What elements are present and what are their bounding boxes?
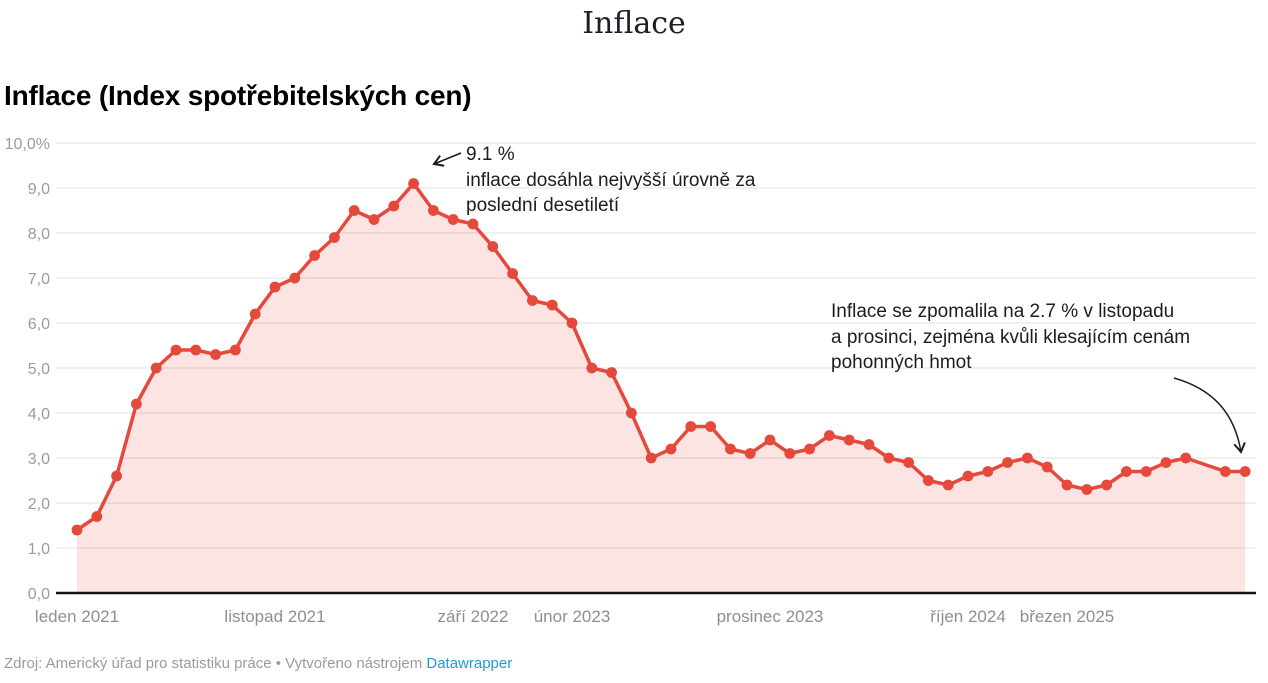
data-point[interactable]	[388, 200, 400, 212]
data-point[interactable]	[210, 349, 222, 360]
data-point[interactable]	[1002, 457, 1013, 468]
data-point[interactable]	[626, 407, 637, 419]
annotation-peak: 9.1 % inflace dosáhla nejvyšší úrovně za…	[466, 144, 756, 216]
y-tick-label: 3,0	[28, 451, 50, 468]
peak-annotation-arrow-icon	[432, 152, 462, 167]
data-point[interactable]	[942, 479, 954, 491]
area-fill	[77, 183, 1246, 593]
data-point[interactable]	[546, 299, 558, 311]
x-tick-label: listopad 2021	[224, 607, 325, 626]
data-point[interactable]	[1220, 466, 1231, 477]
y-tick-label: 0,0	[28, 586, 50, 603]
data-point[interactable]	[487, 241, 499, 252]
x-tick-label: prosinec 2023	[717, 607, 824, 626]
data-point[interactable]	[1180, 452, 1192, 464]
datawrapper-link[interactable]: Datawrapper	[426, 655, 513, 672]
data-point[interactable]	[1061, 479, 1073, 491]
y-tick-label: 6,0	[28, 316, 50, 333]
y-tick-label: 8,0	[28, 226, 50, 243]
y-tick-label: 4,0	[28, 406, 50, 423]
y-tick-label: 2,0	[28, 496, 50, 513]
data-point[interactable]	[725, 443, 736, 455]
data-point[interactable]	[190, 344, 202, 356]
data-point[interactable]	[447, 214, 459, 225]
data-point[interactable]	[764, 434, 776, 446]
y-tick-label: 7,0	[28, 271, 50, 288]
data-point[interactable]	[804, 443, 815, 455]
data-point[interactable]	[1081, 484, 1093, 495]
data-point[interactable]	[824, 430, 835, 441]
data-point[interactable]	[1160, 457, 1172, 468]
data-point[interactable]	[903, 457, 914, 468]
data-point[interactable]	[507, 268, 518, 279]
data-point[interactable]	[1041, 461, 1053, 473]
recent-annotation-arrow-icon	[1173, 377, 1246, 454]
data-point[interactable]	[645, 452, 657, 464]
y-tick-label: 5,0	[28, 361, 50, 378]
data-point[interactable]	[111, 470, 122, 482]
chart-heading: Inflace (Index spotřebitelských cen)	[4, 80, 472, 111]
data-point[interactable]	[566, 317, 578, 329]
x-tick-label: březen 2025	[1020, 607, 1115, 626]
data-point[interactable]	[744, 448, 756, 459]
y-tick-label: 10,0%	[5, 136, 50, 153]
x-tick-label: únor 2023	[534, 607, 611, 626]
data-point[interactable]	[705, 421, 716, 432]
data-point[interactable]	[1121, 466, 1132, 477]
data-point[interactable]	[843, 434, 855, 446]
data-point[interactable]	[784, 448, 796, 459]
data-point[interactable]	[71, 524, 83, 536]
data-point[interactable]	[962, 470, 974, 482]
data-point[interactable]	[1140, 466, 1152, 477]
data-point[interactable]	[685, 421, 697, 432]
data-point[interactable]	[170, 344, 182, 356]
y-tick-label: 1,0	[28, 541, 50, 558]
footer-source: Zdroj: Americký úřad pro statistiku prác…	[4, 655, 512, 672]
data-point[interactable]	[428, 205, 439, 216]
data-point[interactable]	[883, 452, 895, 464]
annotation-recent: Inflace se zpomalila na 2.7 % v listopad…	[831, 301, 1191, 373]
data-point[interactable]	[408, 178, 419, 189]
x-tick-label: leden 2021	[35, 607, 119, 626]
data-point[interactable]	[467, 218, 479, 230]
data-point[interactable]	[982, 466, 994, 477]
data-point[interactable]	[586, 362, 598, 374]
data-point[interactable]	[329, 232, 340, 243]
x-tick-label: říjen 2024	[930, 607, 1006, 626]
data-point[interactable]	[269, 281, 281, 293]
data-point[interactable]	[1239, 466, 1251, 477]
page-title: Inflace	[582, 6, 686, 41]
data-point[interactable]	[230, 344, 241, 356]
data-point[interactable]	[606, 367, 617, 378]
data-point[interactable]	[368, 214, 380, 225]
data-point[interactable]	[249, 308, 261, 320]
data-point[interactable]	[289, 272, 301, 284]
data-point[interactable]	[527, 295, 538, 306]
data-point[interactable]	[1101, 479, 1112, 491]
data-point[interactable]	[665, 443, 677, 455]
data-point[interactable]	[150, 362, 162, 374]
data-point[interactable]	[1022, 452, 1033, 464]
y-tick-label: 9,0	[28, 181, 50, 198]
x-tick-label: září 2022	[438, 607, 509, 626]
data-point[interactable]	[131, 398, 142, 410]
data-point[interactable]	[348, 205, 360, 216]
data-point[interactable]	[923, 475, 934, 486]
data-point[interactable]	[309, 250, 320, 261]
data-point[interactable]	[91, 511, 103, 522]
footer-source-text: Zdroj: Americký úřad pro statistiku prác…	[4, 655, 427, 672]
data-point[interactable]	[863, 439, 875, 450]
